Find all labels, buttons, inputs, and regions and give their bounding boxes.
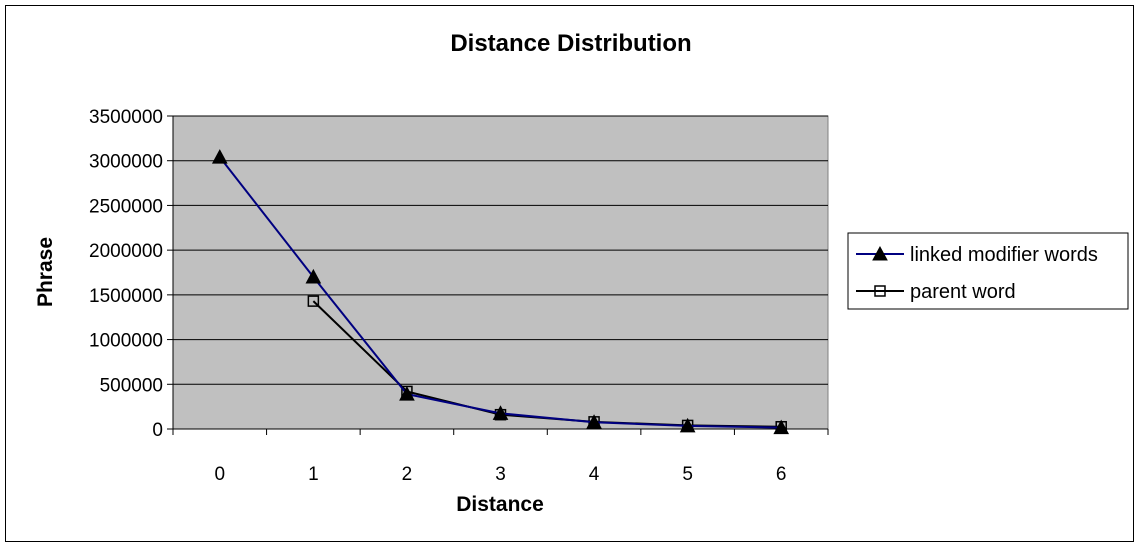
chart-title: Distance Distribution [450,30,691,57]
data-point [679,417,696,433]
data-point [773,419,790,435]
data-point [586,414,602,429]
legend-marker [874,285,886,297]
data-point [399,386,415,401]
data-point [211,149,228,164]
data-point [492,405,509,420]
series-linked-modifier-words [211,149,790,435]
legend-marker [872,245,888,261]
series-layer [211,149,790,435]
x-tick-label: 4 [589,464,600,485]
data-point [307,295,320,307]
legend-label: linked modifier words [910,244,1098,266]
x-tick-label: 5 [682,464,693,485]
legend-item: linked modifier words [856,244,1098,266]
x-tick-label: 1 [308,464,319,485]
y-tick-label: 2500000 [89,196,163,217]
y-tick-label: 1500000 [89,286,163,307]
y-tick-label: 2000000 [89,241,163,262]
y-tick-label: 3500000 [89,107,163,128]
y-tick-label: 0 [152,420,163,441]
x-tick-label: 2 [402,464,413,485]
y-tick-labels: 0 500000 1000000 1500000 2000000 2500000 30000… [89,107,163,441]
x-tick-label: 6 [776,464,787,485]
x-tick-label: 3 [495,464,506,485]
legend: linked modifier words parent word [847,232,1129,310]
data-point [305,268,322,284]
x-axis-title: Distance [456,493,544,516]
x-tick-label: 0 [214,464,225,485]
y-tick-label: 3000000 [89,152,163,173]
y-axis-title: Phrase [34,237,57,307]
y-tick-label: 1000000 [89,331,163,352]
legend-box [847,232,1129,310]
legend-item: parent word [856,281,1016,303]
x-tick-labels: 0 1 2 3 4 5 6 [214,464,786,485]
y-tick-label: 500000 [100,375,163,396]
gridlines [173,115,828,385]
legend-label: parent word [910,281,1016,303]
axes [167,115,829,435]
plot-area [172,115,829,430]
